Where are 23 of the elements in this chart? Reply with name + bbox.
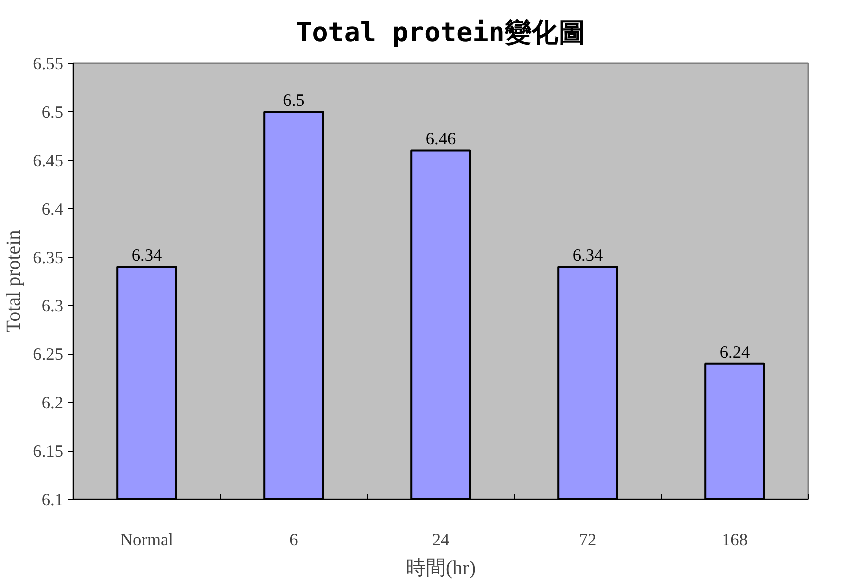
x-tick-label: Normal xyxy=(120,530,174,550)
x-tick-label: 72 xyxy=(579,530,597,550)
y-axis-title: Total protein xyxy=(3,230,26,333)
y-tick-label: 6.2 xyxy=(42,394,64,413)
y-tick-label: 6.35 xyxy=(33,248,64,268)
data-label: 6.24 xyxy=(720,342,750,362)
y-tick-label: 6.3 xyxy=(42,296,64,316)
data-label: 6.46 xyxy=(426,130,456,149)
x-tick-label: 6 xyxy=(290,530,299,550)
data-label: 6.34 xyxy=(572,246,604,265)
y-tick-label: 6.5 xyxy=(42,102,64,122)
x-axis-title: 時間(hr) xyxy=(406,558,476,580)
chart-title: Total protein變化圖 xyxy=(296,18,586,48)
y-tick-label: 6.4 xyxy=(42,200,64,219)
data-label: 6.34 xyxy=(132,246,162,265)
x-tick-label: 24 xyxy=(432,530,450,550)
y-tick-label: 6.45 xyxy=(33,151,64,170)
x-tick-label: 168 xyxy=(722,530,748,550)
y-tick-label: 6.1 xyxy=(42,490,64,510)
data-label: 6.5 xyxy=(283,90,305,110)
y-tick-label: 6.15 xyxy=(33,442,64,462)
y-tick-label: 6.55 xyxy=(33,54,64,74)
y-tick-label: 6.25 xyxy=(33,345,64,364)
